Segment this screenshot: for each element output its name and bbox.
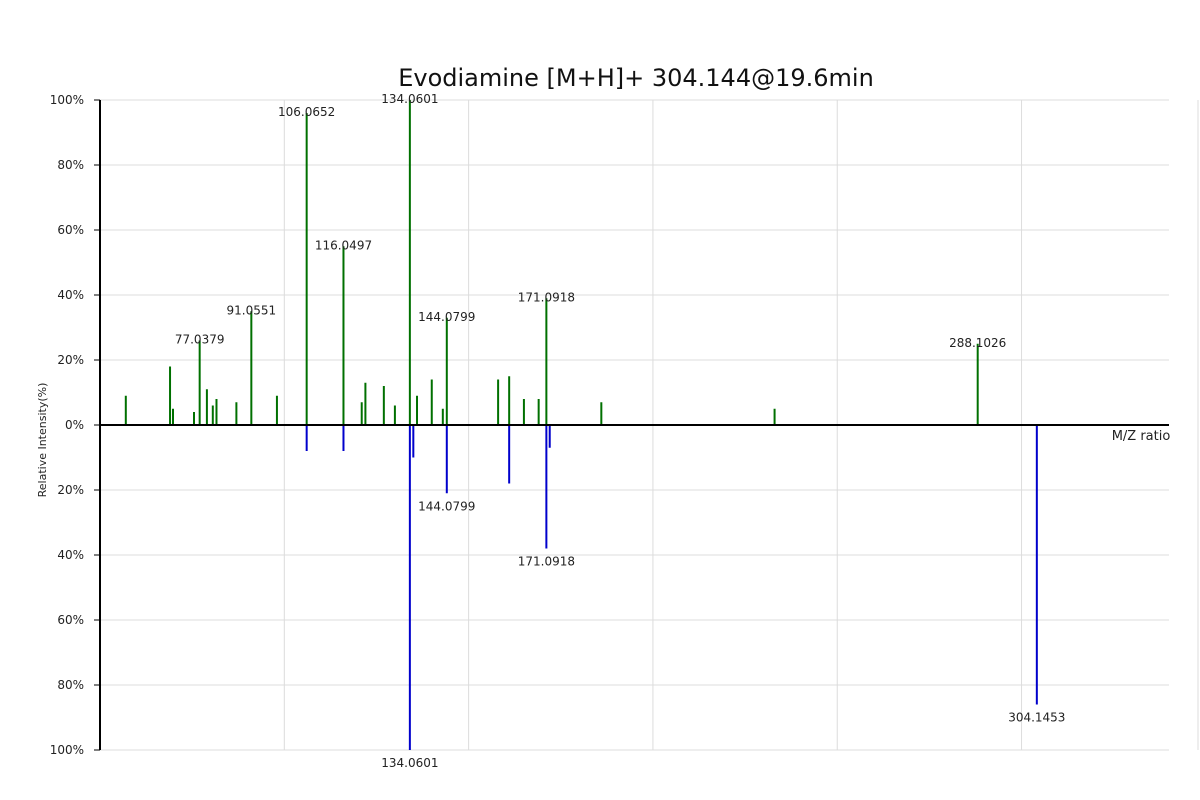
- y-tick-label: 80%: [57, 158, 84, 172]
- peak-label-top: 106.0652: [278, 105, 335, 119]
- y-tick-label: 40%: [57, 548, 84, 562]
- peak-label-top: 91.0551: [227, 303, 277, 317]
- peak-label-top: 116.0497: [315, 238, 372, 252]
- y-axis-label: Relative Intensity(%): [36, 383, 49, 498]
- y-tick-label: 60%: [57, 223, 84, 237]
- chart-title: Evodiamine [M+H]+ 304.144@19.6min: [398, 64, 874, 92]
- y-tick-label: 40%: [57, 288, 84, 302]
- y-tick-label: 100%: [50, 743, 84, 757]
- y-tick-label: 100%: [50, 93, 84, 107]
- y-tick-label: 20%: [57, 483, 84, 497]
- peak-label-top: 77.0379: [175, 333, 225, 347]
- peaks: [124, 100, 1038, 750]
- peak-label-top: 134.0601: [381, 92, 438, 106]
- peak-label-bottom: 134.0601: [381, 756, 438, 770]
- y-tick-label: 20%: [57, 353, 84, 367]
- peak-labels: 77.0379 91.0551 106.0652 116.0497 134.0601 14…: [175, 92, 1066, 770]
- peak-label-top: 171.0918: [518, 290, 575, 304]
- peak-label-top: 144.0799: [418, 310, 475, 324]
- x-axis-label: M/Z ratio: [1112, 429, 1171, 444]
- y-tick-label: 80%: [57, 678, 84, 692]
- y-tick-label: 60%: [57, 613, 84, 627]
- y-tick-label: 0%: [65, 418, 84, 432]
- peak-label-bottom: 171.0918: [518, 555, 575, 569]
- axes: 100% 80% 60% 40% 20% 0% 20% 40% 60% 80% 100%: [50, 93, 1169, 757]
- peak-label-bottom: 144.0799: [418, 499, 475, 513]
- peak-label-top: 288.1026: [949, 336, 1006, 350]
- peak-label-bottom: 304.1453: [1008, 711, 1065, 725]
